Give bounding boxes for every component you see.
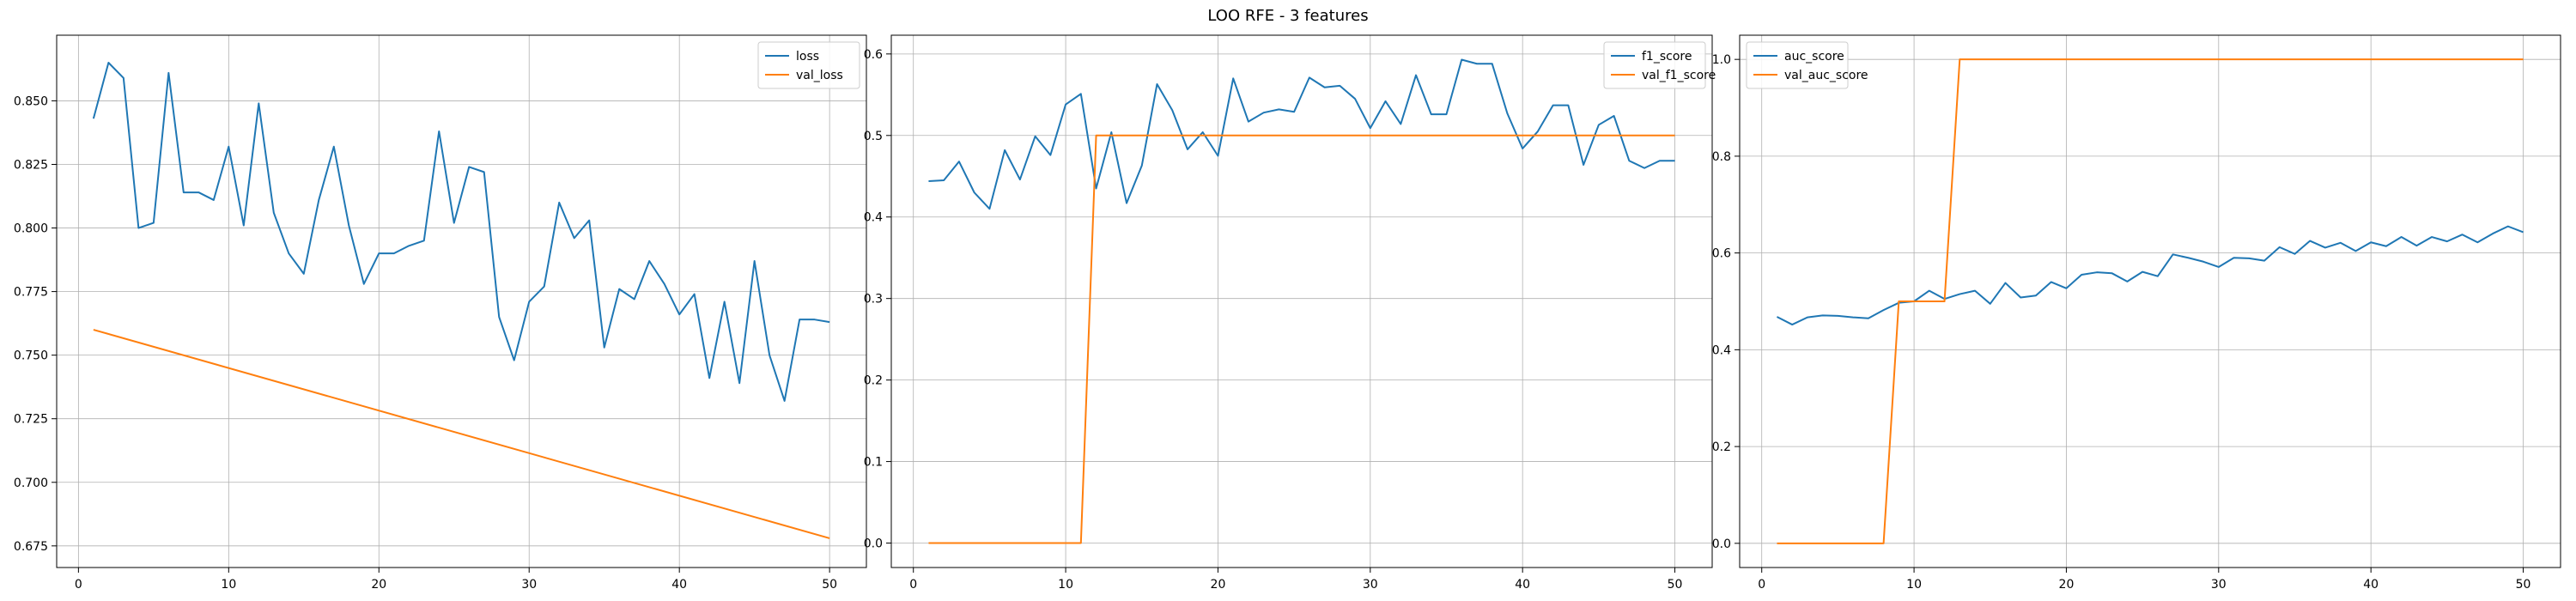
y-tick-label: 0.5	[864, 130, 883, 143]
y-tick-label: 0.2	[864, 374, 883, 388]
y-tick-label: 0.775	[14, 286, 48, 300]
x-tick-label: 0	[909, 578, 917, 592]
legend: f1_score val_f1_score	[1603, 41, 1716, 89]
x-tick-label: 10	[1906, 578, 1922, 592]
legend: auc_score val_auc_score	[1746, 41, 1868, 89]
y-tick-label: 0.4	[864, 211, 883, 225]
y-tick-label: 0.0	[1712, 537, 1731, 551]
x-tick-label: 10	[221, 578, 236, 592]
legend-label: auc_score	[1784, 50, 1844, 64]
x-tick-label: 50	[1668, 578, 1683, 592]
y-tick-label: 0.6	[1712, 247, 1731, 261]
x-tick-label: 30	[521, 578, 537, 592]
legend-box	[757, 41, 860, 89]
x-tick-label: 40	[2363, 578, 2379, 592]
x-tick-label: 40	[671, 578, 687, 592]
y-tick-label: 0.2	[1712, 440, 1731, 454]
x-tick-label: 20	[1211, 578, 1226, 592]
legend-box	[1746, 41, 1849, 89]
legend-label: val_f1_score	[1642, 69, 1716, 82]
x-tick-label: 20	[371, 578, 386, 592]
series-line-val-f1-score	[928, 134, 1675, 544]
y-tick-label: 0.725	[14, 413, 48, 427]
y-tick-label: 0.700	[14, 477, 48, 490]
y-tick-label: 0.6	[864, 48, 883, 62]
y-tick-label: 0.825	[14, 158, 48, 172]
legend-label: f1_score	[1642, 50, 1692, 64]
x-tick-label: 10	[1058, 578, 1073, 592]
subplot-3: 0 10 20 30 40 50 0.0 0.2 0.4 0.6 0.8 1.0 auc_scoreva…	[1712, 34, 2561, 592]
series-line-val-loss	[93, 329, 830, 539]
axes-frame	[890, 34, 1713, 568]
legend-box	[1603, 41, 1706, 89]
x-tick-label: 20	[2059, 578, 2075, 592]
x-tick-label: 50	[2516, 578, 2531, 592]
figure-title: LOO RFE - 3 features	[1207, 7, 1369, 25]
series-line-auc-score	[1776, 225, 2524, 326]
x-tick-label: 0	[75, 578, 82, 592]
y-tick-label: 1.0	[1712, 53, 1731, 67]
y-tick-label: 0.0	[864, 537, 883, 551]
legend: loss val_loss	[757, 41, 860, 89]
legend-label: val_auc_score	[1784, 69, 1868, 82]
x-tick-label: 30	[2211, 578, 2227, 592]
y-tick-label: 0.4	[1712, 343, 1731, 357]
y-tick-label: 0.8	[1712, 150, 1731, 164]
y-tick-label: 0.850	[14, 94, 48, 108]
legend-label: val_loss	[796, 69, 843, 82]
series-line-val-auc-score	[1777, 58, 2524, 544]
legend-label: loss	[796, 50, 819, 64]
y-tick-label: 0.1	[864, 456, 883, 470]
axes-frame	[1739, 34, 2561, 568]
x-tick-label: 40	[1515, 578, 1530, 592]
series-line-f1-score	[928, 58, 1675, 210]
x-tick-label: 50	[822, 578, 837, 592]
subplot-1: 0 10 20 30 40 50 0.675 0.700 0.725 0.750 0.775 0.80…	[14, 34, 867, 592]
x-tick-label: 0	[1758, 578, 1765, 592]
axes-frame	[56, 34, 867, 568]
y-tick-label: 0.750	[14, 349, 48, 363]
subplot-2: 0 10 20 30 40 50 0.0 0.1 0.2 0.3 0.4 0.5 0.6 f1_score…	[864, 34, 1716, 592]
x-tick-label: 30	[1363, 578, 1378, 592]
y-tick-label: 0.800	[14, 222, 48, 236]
y-tick-label: 0.3	[864, 293, 883, 307]
series-line-loss	[92, 61, 830, 402]
y-tick-label: 0.675	[14, 540, 48, 554]
